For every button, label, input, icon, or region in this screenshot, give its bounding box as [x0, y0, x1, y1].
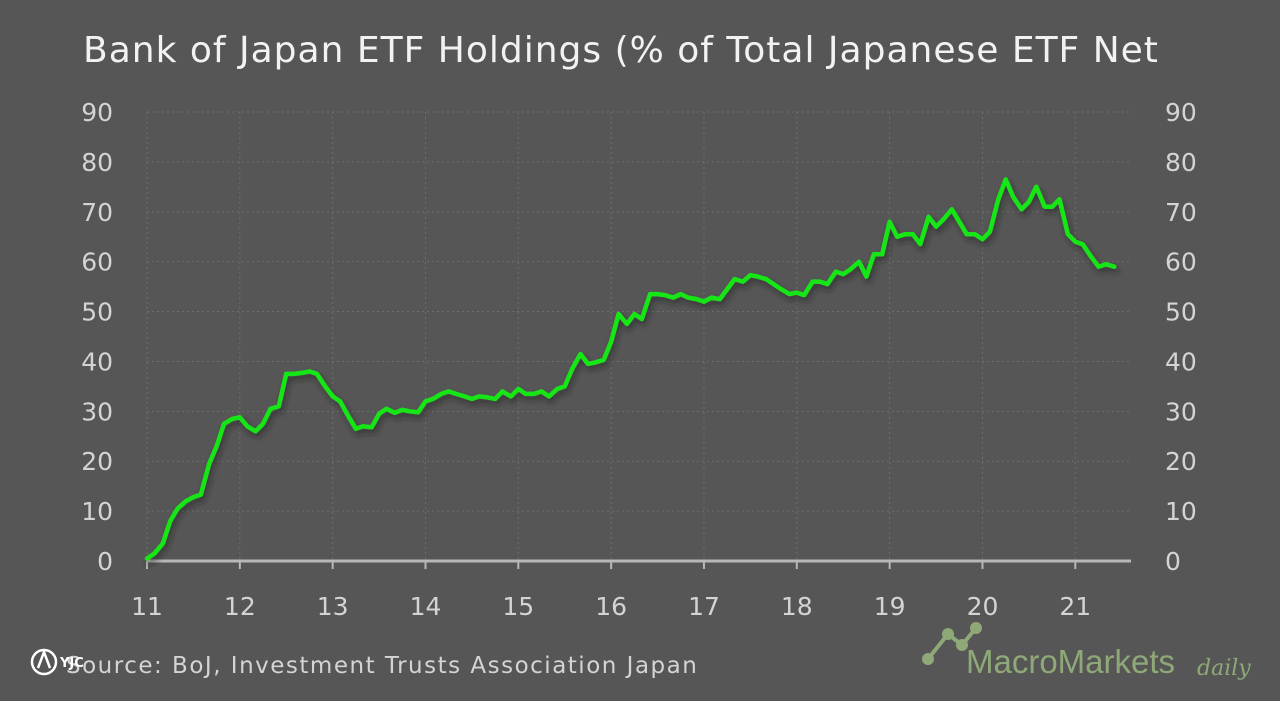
- y-tick-label-left: 40: [81, 347, 113, 376]
- x-tick-label: 17: [688, 592, 720, 621]
- y-axis-right-ticks: 0 10 20 30 40 50 60 70 80 90: [1165, 98, 1197, 576]
- x-tick-label: 18: [781, 592, 813, 621]
- y-tick-label-left: 0: [97, 547, 113, 576]
- x-tick-label: 21: [1059, 592, 1091, 621]
- x-tick-label: 20: [967, 592, 999, 621]
- series-layer: [144, 177, 1117, 561]
- x-tick-label: 11: [131, 592, 163, 621]
- x-tick-label: 16: [595, 592, 627, 621]
- brand-logo: MacroMarkets daily: [922, 622, 1251, 681]
- brand-main-text: MacroMarkets: [966, 643, 1175, 680]
- y-tick-label-right: 30: [1165, 397, 1197, 426]
- yjc-watermark-text: YJC: [59, 656, 84, 671]
- y-tick-label-right: 50: [1165, 298, 1197, 327]
- x-tick-label: 13: [317, 592, 349, 621]
- y-tick-label-right: 10: [1165, 497, 1197, 526]
- y-tick-label-left: 50: [81, 298, 113, 327]
- yjc-watermark: YJC: [30, 648, 84, 676]
- y-tick-label-left: 10: [81, 497, 113, 526]
- y-tick-label-right: 40: [1165, 347, 1197, 376]
- chart-title: Bank of Japan ETF Holdings (% of Total J…: [83, 30, 1159, 71]
- y-tick-label-left: 30: [81, 397, 113, 426]
- y-tick-label-left: 20: [81, 447, 113, 476]
- y-tick-label-left: 90: [81, 98, 113, 127]
- y-tick-label-right: 0: [1165, 547, 1181, 576]
- y-tick-label-right: 80: [1165, 148, 1197, 177]
- x-tick-label: 19: [874, 592, 906, 621]
- y-axis-left-ticks: 0 10 20 30 40 50 60 70 80 90: [81, 98, 113, 576]
- y-tick-label-right: 70: [1165, 198, 1197, 227]
- yjc-logo-icon: [30, 648, 58, 676]
- x-tick-label: 15: [502, 592, 534, 621]
- y-tick-label-right: 90: [1165, 98, 1197, 127]
- grid-lines: [146, 111, 1131, 561]
- x-tick-label: 14: [410, 592, 442, 621]
- source-note: Source: BoJ, Investment Trusts Associati…: [66, 653, 698, 679]
- brand-chart-icon: [922, 622, 982, 665]
- y-tick-label-left: 70: [81, 198, 113, 227]
- y-tick-label-left: 60: [81, 248, 113, 277]
- series-line: [144, 177, 1117, 561]
- y-tick-label-right: 60: [1165, 248, 1197, 277]
- axes: [146, 559, 1131, 569]
- x-axis-ticks: 11 12 13 14 15 16 17 18 19 20 21: [131, 592, 1091, 621]
- y-tick-label-left: 80: [81, 148, 113, 177]
- brand-sub-text: daily: [1197, 656, 1251, 681]
- y-tick-label-right: 20: [1165, 447, 1197, 476]
- x-tick-label: 12: [224, 592, 256, 621]
